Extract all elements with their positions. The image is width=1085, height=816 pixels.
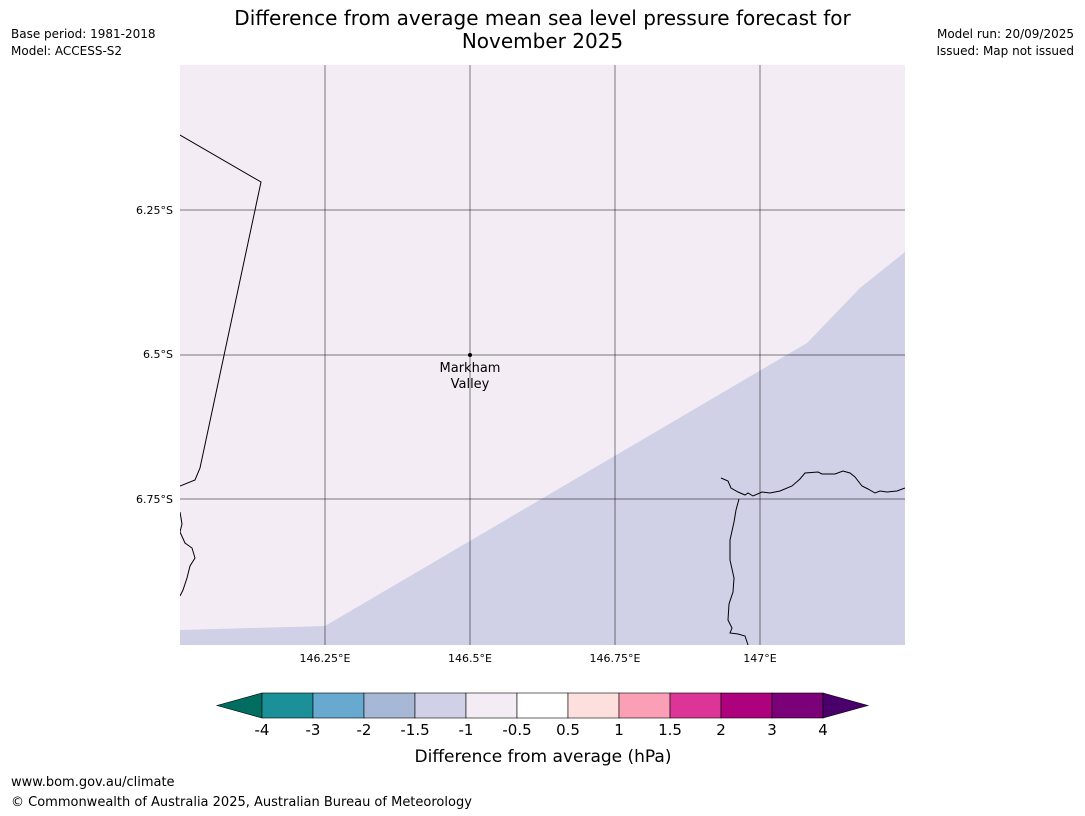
colorbar-tick-label: -3 — [306, 721, 321, 739]
colorbar-tick-label: -0.5 — [502, 721, 531, 739]
colorbar-tick-label: 4 — [818, 721, 828, 739]
colorbar-tick-label: 3 — [767, 721, 777, 739]
colorbar-swatch — [567, 692, 620, 719]
colorbar-tick-label: 2 — [716, 721, 726, 739]
axis-labels: 6.25°S 6.5°S 6.75°S 146.25°E 146.5°E 146… — [136, 204, 777, 665]
river-line — [727, 498, 749, 645]
lon-label: 146.75°E — [590, 652, 641, 665]
colorbar-swatch — [261, 692, 314, 719]
model-name: Model: ACCESS-S2 — [11, 44, 123, 58]
page-title: Difference from average mean sea level p… — [180, 7, 905, 53]
colorbar-swatch — [720, 692, 773, 719]
colorbar-tick-label: -2 — [357, 721, 372, 739]
colorbar-swatch — [771, 692, 824, 719]
coastline-west — [180, 511, 196, 597]
lat-label: 6.75°S — [136, 493, 173, 506]
coastline-east — [720, 470, 905, 497]
footer-copyright: © Commonwealth of Australia 2025, Austra… — [11, 795, 472, 810]
colorbar-extend-low — [215, 692, 263, 719]
location-marker — [468, 353, 472, 357]
place-label-line-2: Valley — [451, 377, 490, 392]
map-panel: Markham Valley — [180, 65, 905, 645]
metadata-right: Model run: 20/09/2025 Issued: Map not is… — [936, 26, 1074, 60]
colorbar-tick-label: 1 — [614, 721, 624, 739]
colorbar-ticks: -4 -3 -2 -1.5 -1 -0.5 0.5 1 1.5 2 3 4 — [255, 721, 828, 739]
colorbar-tick-label: -1 — [459, 721, 474, 739]
border-line — [180, 134, 262, 487]
lon-label: 147°E — [743, 652, 776, 665]
colorbar-swatch — [414, 692, 467, 719]
colorbar-swatch — [669, 692, 722, 719]
colorbar-swatch — [465, 692, 518, 719]
title-line-1: Difference from average mean sea level p… — [234, 6, 851, 30]
colorbar-title: Difference from average (hPa) — [415, 747, 672, 767]
lat-label: 6.5°S — [143, 348, 173, 361]
colorbar-extend-high — [822, 692, 870, 719]
colorbar-swatch — [363, 692, 416, 719]
colorbar-swatch — [618, 692, 671, 719]
model-run: Model run: 20/09/2025 — [936, 27, 1074, 41]
colorbar-swatch — [516, 692, 569, 719]
lon-label: 146.5°E — [448, 652, 492, 665]
colorbar-tick-label: 0.5 — [556, 721, 580, 739]
place-label-line-1: Markham — [440, 361, 501, 376]
metadata-left: Base period: 1981-2018 Model: ACCESS-S2 — [11, 26, 156, 60]
title-line-2: November 2025 — [461, 29, 624, 53]
lat-label: 6.25°S — [136, 204, 173, 217]
lon-label: 146.25°E — [300, 652, 351, 665]
base-period: Base period: 1981-2018 — [11, 27, 156, 41]
colorbar-tick-label: 1.5 — [658, 721, 682, 739]
colorbar-tick-label: -4 — [255, 721, 270, 739]
coastlines — [180, 134, 905, 645]
issued-status: Issued: Map not issued — [936, 44, 1074, 58]
anomaly-field-minus-1-5 — [180, 252, 905, 645]
colorbar-tick-label: -1.5 — [400, 721, 429, 739]
colorbar — [215, 692, 870, 719]
footer-url[interactable]: www.bom.gov.au/climate — [11, 775, 175, 790]
colorbar-swatch — [312, 692, 365, 719]
